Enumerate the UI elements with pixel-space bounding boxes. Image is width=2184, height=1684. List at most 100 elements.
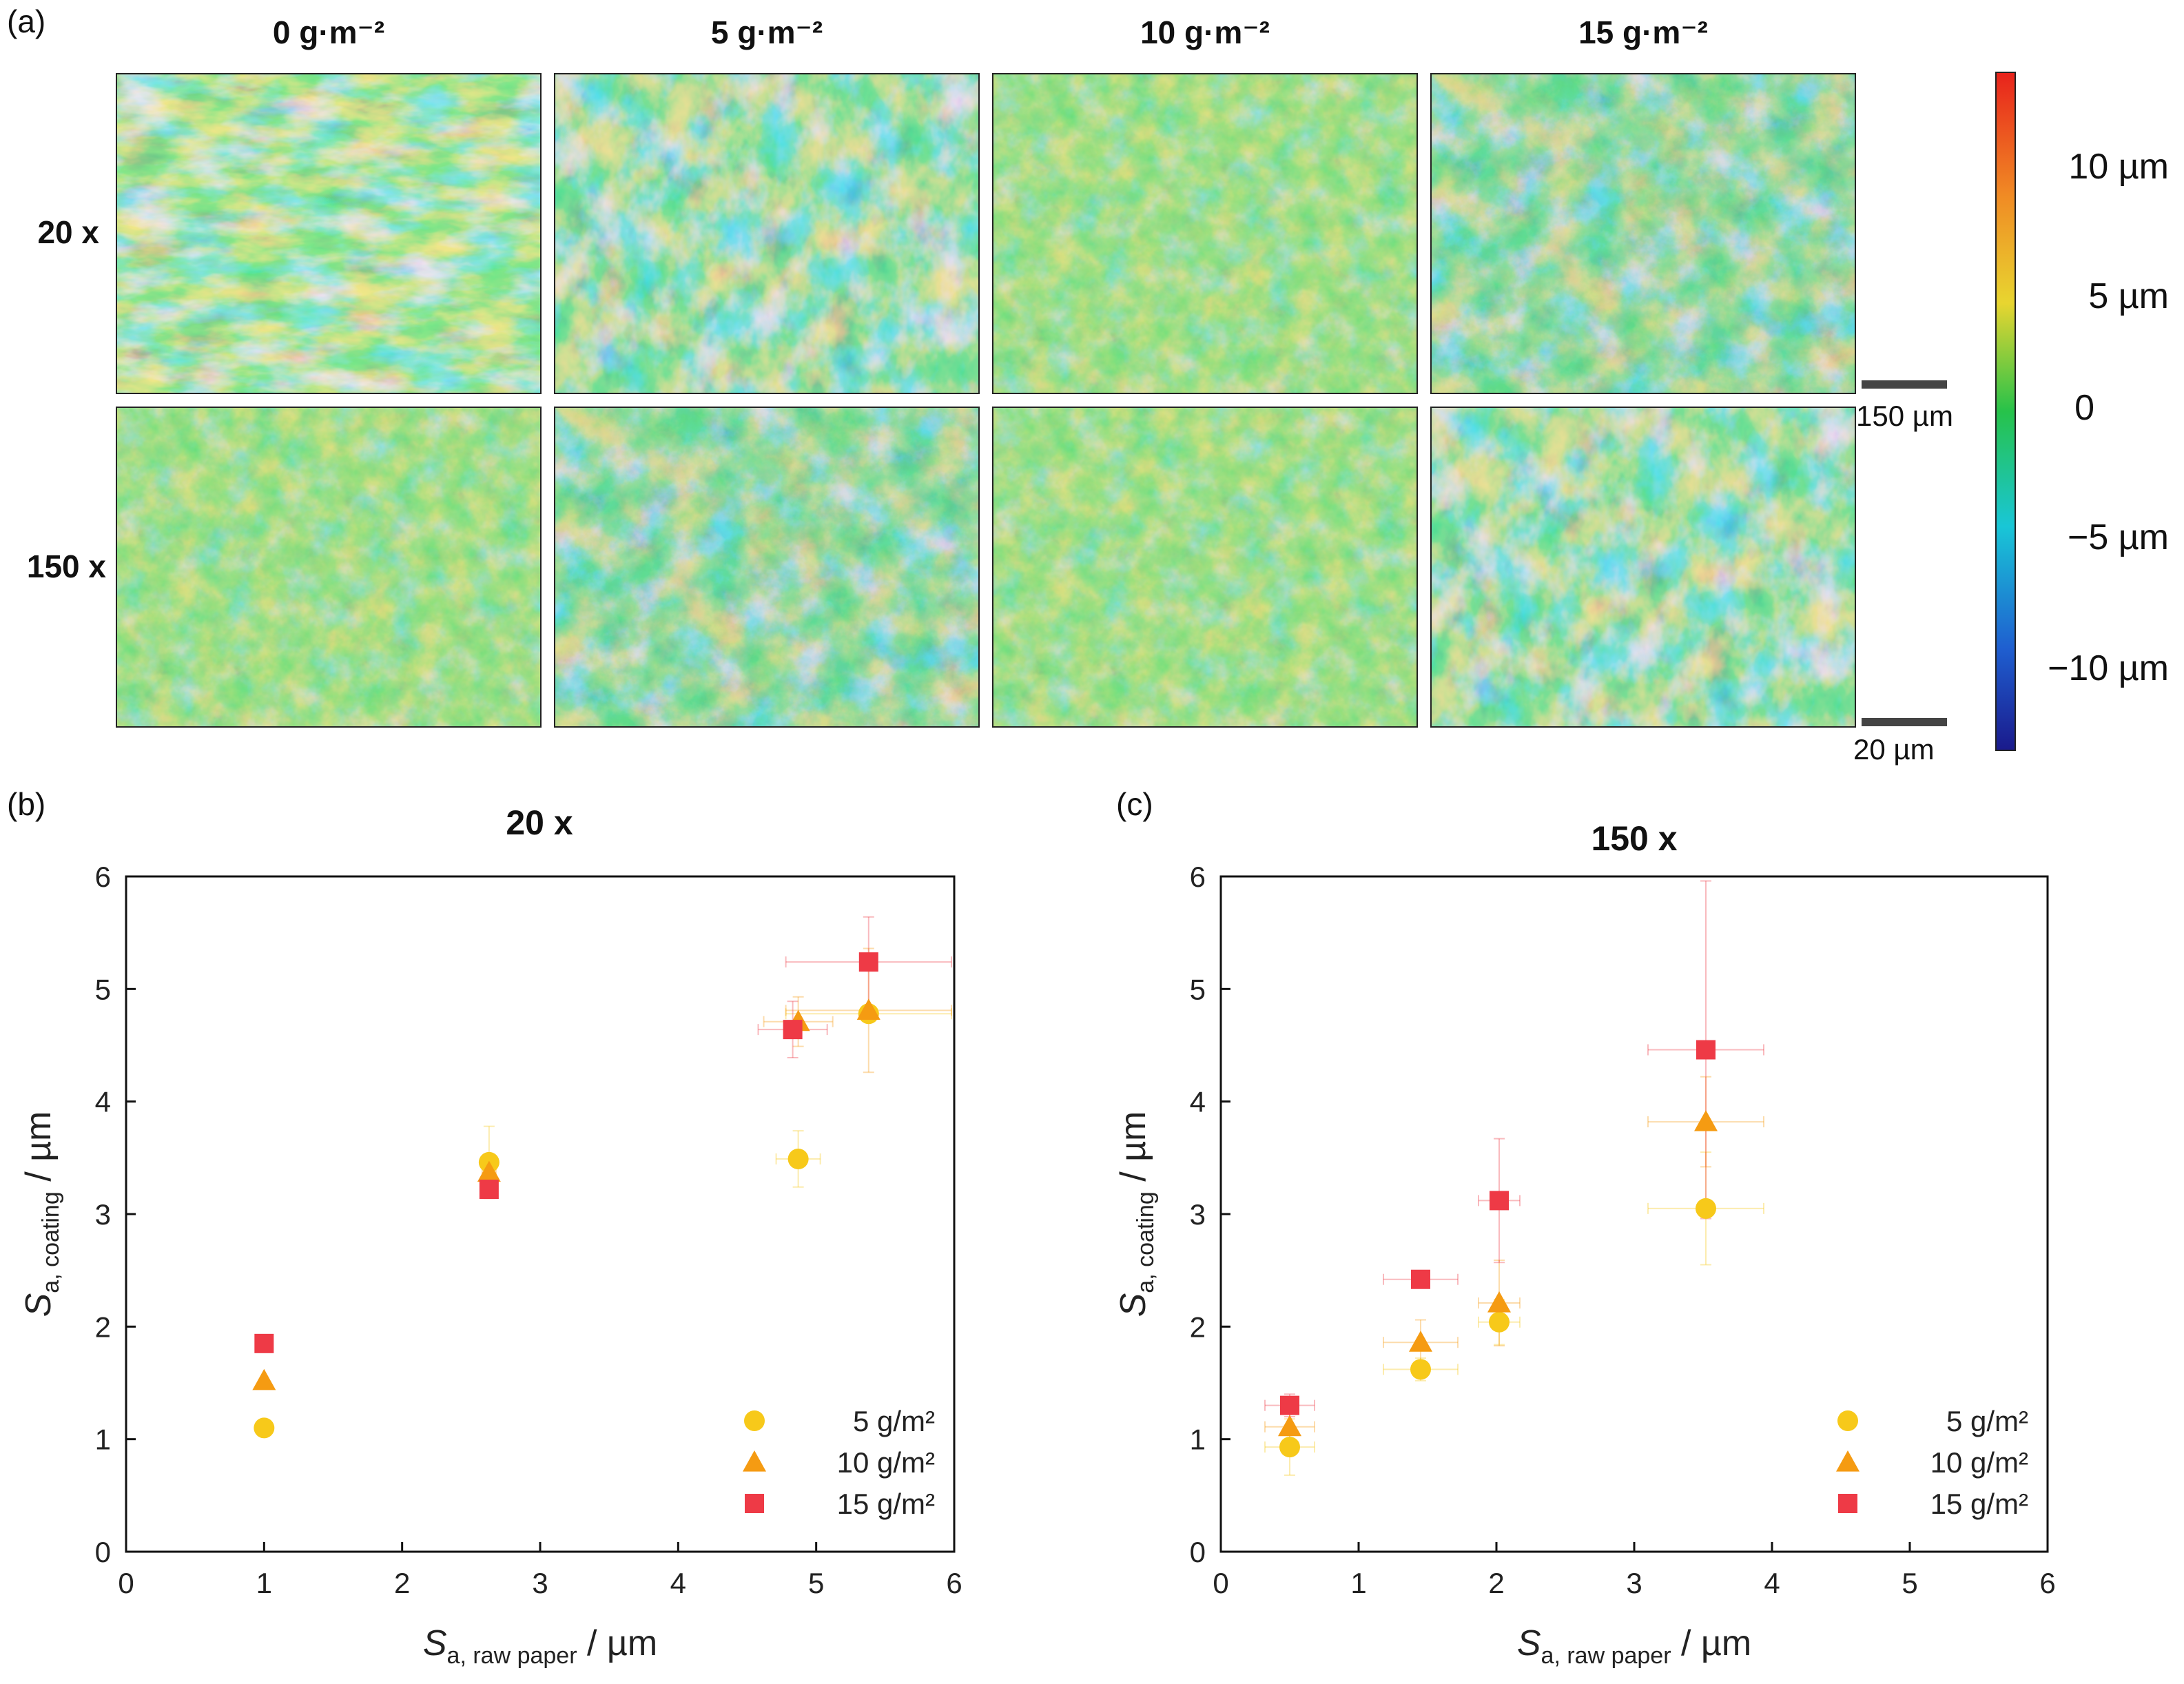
- chart-b-point-square-1: [479, 1180, 499, 1200]
- chart-c-xtick-label: 4: [1764, 1567, 1780, 1599]
- micrograph-150x-0gsm: [116, 407, 542, 728]
- chart-c-title: 150 x: [1591, 819, 1678, 858]
- chart-b-legend-label-2: 15 g/m²: [837, 1488, 935, 1520]
- scalebar-20um-label: 20 µm: [1853, 733, 1935, 766]
- chart-b-legend-marker-2: [745, 1494, 764, 1513]
- chart-c-ytick-label: 0: [1190, 1536, 1206, 1568]
- chart-b-ytick-label: 6: [95, 861, 111, 893]
- chart-c: 0 1 2 3 4 5 6 0 1 2 3 4 5 6 Sa, raw paper / µm Sa, coat…: [1113, 861, 2056, 1669]
- row-header-150x: 150 x: [26, 548, 106, 584]
- micrograph-20x-0gsm: [116, 73, 542, 394]
- chart-c-ytick-label: 1: [1190, 1424, 1206, 1456]
- chart-b-legend-label-1: 10 g/m²: [837, 1446, 935, 1479]
- chart-b-xlabel: Sa, raw paper / µm: [423, 1623, 657, 1669]
- chart-c-point-square-2: [1490, 1191, 1509, 1211]
- chart-b-point-square-0: [254, 1333, 274, 1353]
- chart-c-point-square-1: [1411, 1269, 1430, 1289]
- micrograph-20x-15gsm: [1430, 73, 1856, 394]
- scalebar-150um-label: 150 µm: [1856, 400, 1953, 432]
- chart-c-legend-label-0: 5 g/m²: [1946, 1405, 2028, 1437]
- chart-b-point-triangle-1: [477, 1160, 501, 1182]
- chart-c-point-circle-3: [1696, 1198, 1716, 1219]
- chart-c-ylabel-group: Sa, coating / µm: [1113, 1111, 1159, 1317]
- scalebar-150um: [1862, 380, 1947, 389]
- panel-b-label: (b): [7, 786, 46, 822]
- chart-b-legend-marker-0: [744, 1410, 765, 1431]
- chart-c-xlabel: Sa, raw paper / µm: [1517, 1623, 1751, 1669]
- chart-b-title: 20 x: [506, 803, 573, 842]
- chart-c-ylabel: Sa, coating / µm: [1113, 1111, 1159, 1317]
- chart-c-legend-label-2: 15 g/m²: [1930, 1488, 2028, 1520]
- chart-b-ylabel-group: Sa, coating / µm: [19, 1111, 64, 1317]
- micrograph-150x-5gsm: [554, 407, 980, 728]
- micrograph-20x-5gsm: [554, 73, 980, 394]
- chart-b-xtick-label: 1: [256, 1567, 272, 1599]
- chart-c-xtick-label: 2: [1488, 1567, 1504, 1599]
- chart-b-xtick-label: 4: [670, 1567, 686, 1599]
- chart-c-plot-frame: [1219, 875, 2049, 1553]
- chart-c-point-square-0: [1280, 1395, 1299, 1415]
- chart-c-point-circle-2: [1489, 1311, 1510, 1333]
- chart-c-legend-marker-2: [1838, 1494, 1857, 1513]
- colorbar-label-10: 10 µm: [2068, 147, 2169, 187]
- chart-c-ytick-label: 5: [1190, 973, 1206, 1005]
- chart-c-point-triangle-3: [1694, 1110, 1718, 1131]
- colorbar-label-0: 0: [2074, 388, 2094, 428]
- chart-b-xtick-label: 6: [946, 1567, 962, 1599]
- panel-c-label: (c): [1116, 786, 1153, 822]
- chart-b-xtick-label: 2: [394, 1567, 410, 1599]
- chart-c-xtick-label: 0: [1213, 1567, 1228, 1599]
- chart-c-ytick-label: 3: [1190, 1198, 1206, 1231]
- chart-c-legend-label-1: 10 g/m²: [1930, 1446, 2028, 1479]
- chart-c-point-circle-0: [1279, 1437, 1300, 1458]
- chart-b-ytick-label: 4: [95, 1086, 111, 1118]
- chart-b-xtick-label: 3: [532, 1567, 548, 1599]
- chart-c-ytick-label: 4: [1190, 1086, 1206, 1118]
- chart-c-xtick-label: 3: [1626, 1567, 1642, 1599]
- column-header-15: 15 g·m⁻²: [1578, 14, 1708, 50]
- chart-c-point-triangle-1: [1409, 1331, 1432, 1352]
- chart-b-ytick-label: 3: [95, 1198, 111, 1231]
- chart-c-legend-marker-0: [1837, 1410, 1858, 1431]
- micrograph-150x-10gsm: [992, 407, 1418, 728]
- chart-c-xtick-label: 1: [1350, 1567, 1366, 1599]
- chart-b-point-triangle-3: [856, 998, 880, 1020]
- chart-c-ytick-label: 6: [1190, 861, 1206, 893]
- chart-c-point-triangle-0: [1278, 1415, 1301, 1437]
- chart-c-xtick-label: 5: [1902, 1567, 1917, 1599]
- panel-a-label: (a): [7, 3, 46, 39]
- chart-b-ytick-label: 1: [95, 1424, 111, 1456]
- chart-c-point-circle-1: [1410, 1359, 1431, 1380]
- micrograph-20x-10gsm: [992, 73, 1418, 394]
- chart-b-ytick-label: 0: [95, 1536, 111, 1568]
- column-header-10: 10 g·m⁻²: [1140, 14, 1270, 50]
- chart-b-ytick-label: 5: [95, 973, 111, 1005]
- chart-c-point-square-3: [1696, 1040, 1716, 1060]
- row-header-20x: 20 x: [37, 214, 99, 250]
- chart-b-point-triangle-0: [252, 1368, 276, 1390]
- colorbar-label-minus10: −10 µm: [2048, 648, 2169, 688]
- scalebar-20um: [1862, 718, 1947, 726]
- column-header-5: 5 g·m⁻²: [710, 14, 823, 50]
- chart-b-point-circle-0: [254, 1417, 275, 1439]
- column-header-0: 0 g·m⁻²: [272, 14, 385, 50]
- chart-b-ylabel: Sa, coating / µm: [19, 1111, 64, 1317]
- chart-b: 0 1 2 3 4 5 6 0 1 2 3 4 5 6 Sa, raw paper / µm Sa, coat…: [19, 861, 962, 1669]
- chart-b-plot-frame: [125, 875, 956, 1553]
- chart-c-legend-marker-1: [1836, 1450, 1860, 1472]
- chart-b-ytick-label: 2: [95, 1311, 111, 1343]
- colorbar-label-5: 5 µm: [2088, 276, 2169, 316]
- chart-c-point-triangle-2: [1487, 1291, 1511, 1313]
- chart-b-legend-label-0: 5 g/m²: [853, 1405, 935, 1437]
- chart-b-legend-marker-1: [743, 1450, 766, 1472]
- chart-b-point-square-2: [783, 1020, 803, 1040]
- chart-b-xtick-label: 5: [808, 1567, 824, 1599]
- colorbar-label-minus5: −5 µm: [2067, 517, 2169, 557]
- chart-b-point-circle-2: [787, 1148, 809, 1169]
- chart-b-point-square-3: [858, 952, 878, 972]
- chart-b-xtick-label: 0: [118, 1567, 134, 1599]
- micrograph-150x-15gsm: [1430, 407, 1856, 728]
- colorbar: [1995, 72, 2016, 751]
- chart-c-xtick-label: 6: [2039, 1567, 2055, 1599]
- chart-c-ytick-label: 2: [1190, 1311, 1206, 1343]
